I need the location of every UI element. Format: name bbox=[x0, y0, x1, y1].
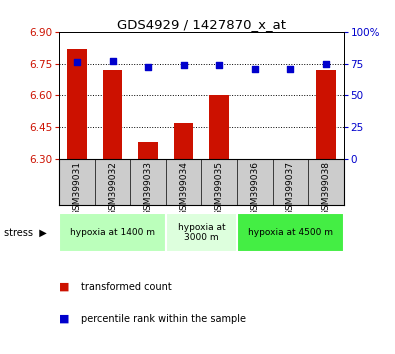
Bar bbox=[209, 96, 229, 159]
Point bbox=[216, 62, 222, 68]
Bar bbox=[67, 49, 87, 159]
Point bbox=[74, 59, 80, 65]
Text: GSM399032: GSM399032 bbox=[108, 161, 117, 216]
Point bbox=[323, 61, 329, 67]
Bar bbox=[174, 123, 194, 159]
Bar bbox=[59, 213, 166, 252]
Text: GSM399035: GSM399035 bbox=[215, 161, 224, 216]
Text: GSM399037: GSM399037 bbox=[286, 161, 295, 216]
Text: GSM399036: GSM399036 bbox=[250, 161, 259, 216]
Text: stress  ▶: stress ▶ bbox=[4, 228, 47, 238]
Text: hypoxia at 4500 m: hypoxia at 4500 m bbox=[248, 228, 333, 237]
Text: percentile rank within the sample: percentile rank within the sample bbox=[81, 314, 246, 324]
Text: hypoxia at
3000 m: hypoxia at 3000 m bbox=[178, 223, 225, 242]
Bar bbox=[166, 213, 237, 252]
Text: GSM399034: GSM399034 bbox=[179, 161, 188, 216]
Point bbox=[181, 62, 187, 68]
Bar bbox=[316, 70, 336, 159]
Bar bbox=[103, 70, 122, 159]
Text: GSM399038: GSM399038 bbox=[322, 161, 330, 216]
Text: ■: ■ bbox=[59, 282, 70, 292]
Text: transformed count: transformed count bbox=[81, 282, 172, 292]
Point bbox=[145, 65, 151, 70]
Point bbox=[287, 66, 293, 72]
Point bbox=[252, 66, 258, 72]
Point bbox=[109, 58, 116, 64]
Title: GDS4929 / 1427870_x_at: GDS4929 / 1427870_x_at bbox=[117, 18, 286, 31]
Text: GSM399033: GSM399033 bbox=[144, 161, 152, 216]
Text: hypoxia at 1400 m: hypoxia at 1400 m bbox=[70, 228, 155, 237]
Text: GSM399031: GSM399031 bbox=[73, 161, 81, 216]
Bar bbox=[138, 142, 158, 159]
Text: ■: ■ bbox=[59, 314, 70, 324]
Bar bbox=[237, 213, 344, 252]
